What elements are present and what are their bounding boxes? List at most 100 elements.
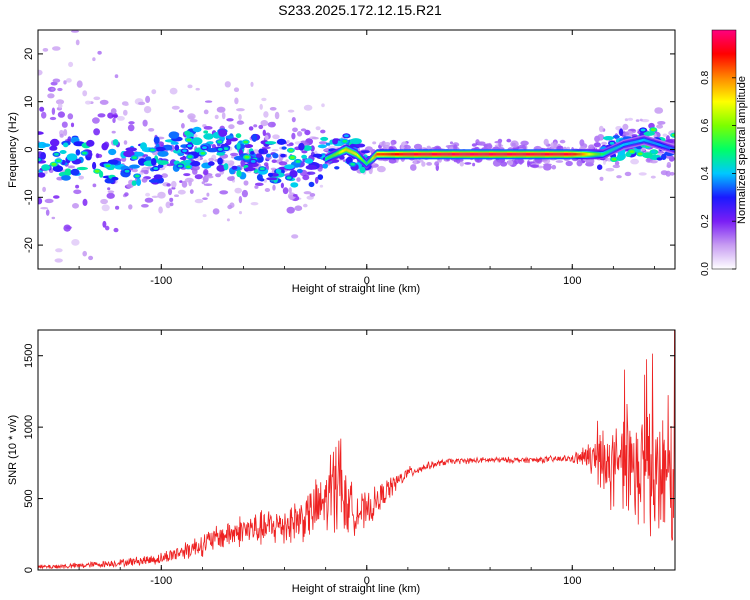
- heatmap-cell: [178, 109, 184, 113]
- ridge-segment: [648, 140, 650, 143]
- heatmap-cell: [216, 152, 225, 156]
- ridge-segment: [375, 154, 377, 157]
- heatmap-cell: [184, 177, 194, 183]
- ridge-segment: [558, 153, 560, 156]
- heatmap-cell: [183, 173, 191, 177]
- ridge-segment: [493, 153, 495, 156]
- heatmap-cell: [91, 300, 99, 304]
- ridge-segment: [640, 139, 642, 142]
- heatmap-cell: [71, 30, 79, 33]
- heatmap-cell: [282, 187, 289, 195]
- heatmap-peak: [636, 151, 645, 157]
- heatmap-cell: [64, 2, 69, 9]
- heatmap-cell: [593, 142, 601, 148]
- ridge-segment: [418, 153, 420, 156]
- heatmap-cell: [334, 166, 340, 170]
- y-tick-label: 20: [23, 48, 35, 60]
- heatmap-cell: [168, 131, 180, 139]
- ridge-segment: [575, 153, 578, 156]
- heatmap-cell: [154, 146, 166, 152]
- heatmap-cell: [245, 167, 256, 171]
- ridge-segment: [627, 142, 629, 145]
- heatmap-cell: [111, 176, 119, 181]
- ridge-segment: [513, 153, 515, 156]
- ridge-segment: [539, 153, 542, 156]
- ridge-segment: [659, 143, 661, 146]
- ridge-segment: [510, 153, 512, 156]
- heatmap-cell: [359, 166, 366, 174]
- heatmap-cell: [76, 166, 89, 171]
- heatmap-cell: [271, 149, 279, 152]
- heatmap-peak: [293, 158, 302, 165]
- heatmap-cell: [314, 176, 319, 184]
- ridge-segment: [605, 151, 607, 154]
- ridge-segment: [547, 153, 549, 156]
- ridge-segment: [588, 153, 590, 156]
- heatmap-cell: [189, 119, 198, 123]
- heatmap-cell: [49, 145, 58, 151]
- heatmap-cell: [153, 174, 163, 180]
- heatmap-cell: [39, 106, 45, 112]
- ridge-segment: [505, 153, 508, 156]
- heatmap-cell: [40, 207, 49, 210]
- ridge-segment: [569, 153, 571, 156]
- heatmap-cell: [236, 121, 245, 125]
- heatmap-cell: [291, 117, 296, 123]
- ridge-segment: [486, 153, 488, 156]
- ridge-segment: [615, 146, 618, 150]
- heatmap-cell: [621, 132, 630, 136]
- ridge-segment: [661, 144, 663, 147]
- ridge-segment: [429, 153, 432, 156]
- heatmap-cell: [234, 97, 239, 105]
- heatmap-cell: [195, 87, 200, 91]
- heatmap-cell: [140, 170, 147, 173]
- ridge-segment: [654, 142, 657, 145]
- heatmap-cell: [305, 164, 317, 170]
- ridge-segment: [434, 153, 436, 156]
- heatmap-cell: [253, 124, 258, 128]
- ridge-segment: [438, 153, 440, 156]
- ridge-segment: [550, 153, 552, 156]
- heatmap-cell: [661, 153, 667, 160]
- ridge-segment: [447, 153, 449, 156]
- heatmap-cell: [426, 162, 432, 166]
- heatmap-cell: [230, 152, 239, 157]
- ridge-segment: [546, 153, 548, 156]
- ridge-segment: [386, 153, 388, 156]
- ridge-segment: [364, 160, 366, 164]
- heatmap-cell: [317, 144, 327, 149]
- heatmap-cell: [107, 159, 119, 165]
- ridge-segment: [645, 139, 647, 142]
- heatmap-cell: [59, 133, 64, 138]
- heatmap-cell: [166, 183, 171, 187]
- heatmap-cell: [40, 152, 46, 160]
- ridge-segment: [607, 150, 609, 154]
- heatmap-cell: [322, 163, 329, 169]
- heatmap-cell: [605, 167, 615, 172]
- ridge-segment: [469, 153, 472, 156]
- ridge-segment: [608, 150, 610, 153]
- ridge-segment: [658, 143, 660, 146]
- heatmap-cell: [230, 175, 235, 181]
- heatmap-cell: [217, 157, 223, 165]
- ridge-segment: [334, 153, 336, 156]
- ridge-segment: [353, 152, 356, 155]
- ridge-segment: [444, 153, 446, 156]
- heatmap-cell: [169, 87, 178, 95]
- heatmap-cell: [296, 168, 303, 174]
- ridge-segment: [647, 140, 649, 143]
- ridge-segment: [454, 153, 456, 156]
- ridge-segment: [427, 153, 430, 156]
- ridge-segment: [656, 142, 659, 146]
- ridge-segment: [628, 142, 630, 145]
- snr-series-line: [38, 330, 675, 570]
- ridge-segment: [529, 153, 531, 156]
- heatmap-cell: [45, 209, 50, 216]
- heatmap-cell: [638, 172, 647, 176]
- ridge-segment: [524, 153, 526, 156]
- heatmap-peak: [80, 150, 89, 156]
- ridge-segment: [663, 144, 665, 148]
- heatmap-cell: [303, 203, 308, 208]
- snr-y-axis: 0 500 1000 1500: [23, 343, 675, 573]
